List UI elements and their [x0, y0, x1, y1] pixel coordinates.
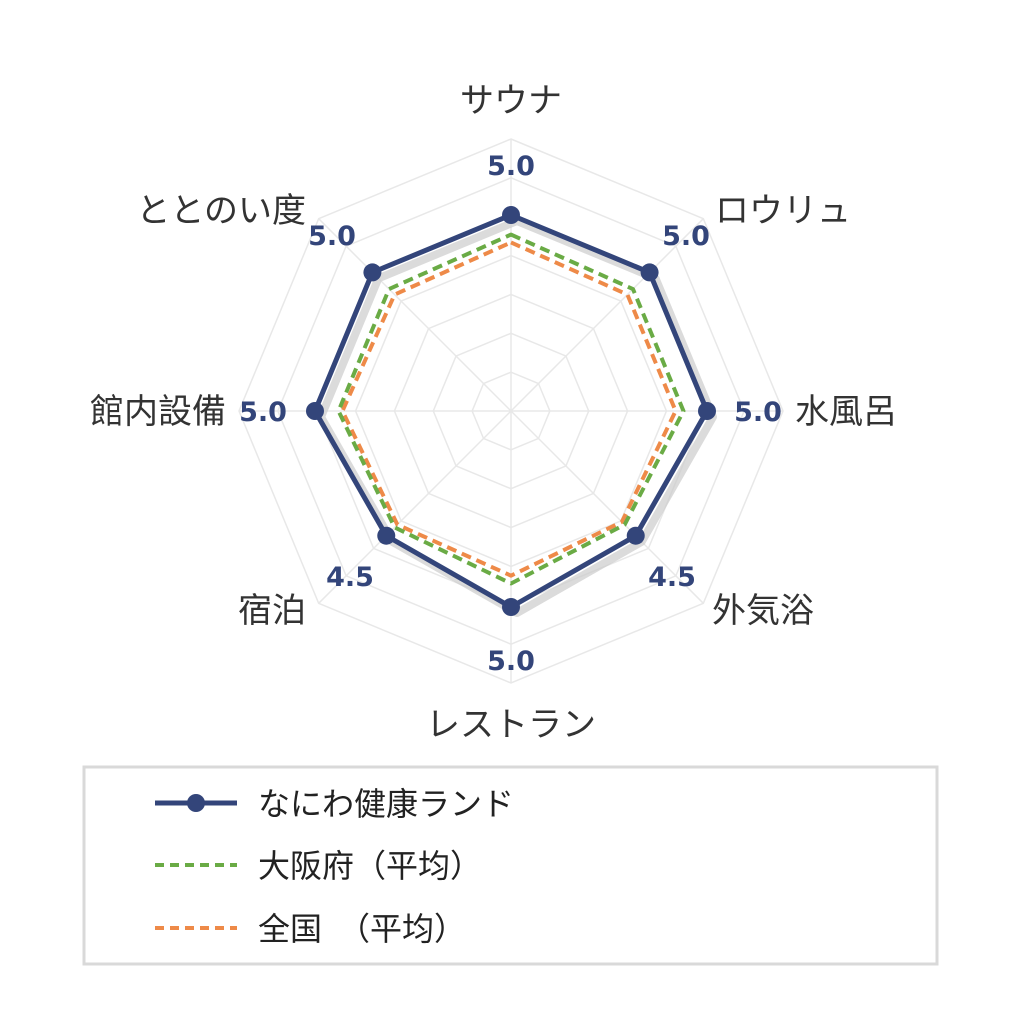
series-layer — [306, 206, 716, 616]
value-label-4: 4.5 — [648, 562, 696, 593]
value-label-6: 4.5 — [326, 562, 374, 593]
grid-spoke-4 — [510, 410, 704, 604]
legend-label-series-1: なにわ健康ランド — [258, 785, 514, 823]
grid-spoke-2 — [510, 218, 704, 412]
series-1-point-5 — [502, 598, 520, 616]
value-labels: 5.0 5.0 5.0 4.5 5.0 4.5 5.0 5.0 — [239, 151, 782, 677]
axis-label-6: 宿泊 — [238, 591, 306, 631]
series-1-point-3 — [698, 402, 716, 420]
series-1-point-1 — [502, 206, 520, 224]
legend-box — [82, 765, 939, 966]
value-label-2: 5.0 — [662, 221, 710, 252]
value-label-5: 5.0 — [487, 646, 535, 677]
legend-marker-series-1 — [187, 794, 205, 812]
series-line-2 — [336, 232, 686, 586]
value-label-1: 5.0 — [487, 151, 535, 182]
series-line-3 — [340, 240, 678, 578]
series-1-point-4 — [626, 526, 645, 545]
series-1-point-2 — [640, 263, 659, 282]
axis-label-7: 館内設備 — [90, 392, 226, 432]
value-label-7: 5.0 — [239, 397, 287, 428]
axis-label-8: ととのい度 — [136, 191, 306, 231]
value-label-8: 5.0 — [308, 221, 356, 252]
axis-label-1: サウナ — [460, 81, 562, 121]
series-1-point-6 — [377, 526, 396, 545]
axis-label-5: レストラン — [426, 705, 596, 745]
grid-spoke-6 — [318, 410, 512, 604]
axis-label-3: 水風呂 — [795, 392, 897, 432]
legend-label-series-2: 大阪府（平均） — [258, 847, 482, 885]
series-1-point-7 — [306, 402, 324, 420]
value-label-3: 5.0 — [734, 397, 782, 428]
axis-label-4: 外気浴 — [712, 591, 814, 631]
grid-spoke-8 — [318, 218, 512, 412]
axis-label-2: ロウリュ — [715, 191, 851, 231]
series-1-point-8 — [363, 263, 382, 282]
legend-label-series-3: 全国 （平均） — [258, 910, 466, 948]
legend: なにわ健康ランド 大阪府（平均） 全国 （平均） — [82, 765, 939, 966]
